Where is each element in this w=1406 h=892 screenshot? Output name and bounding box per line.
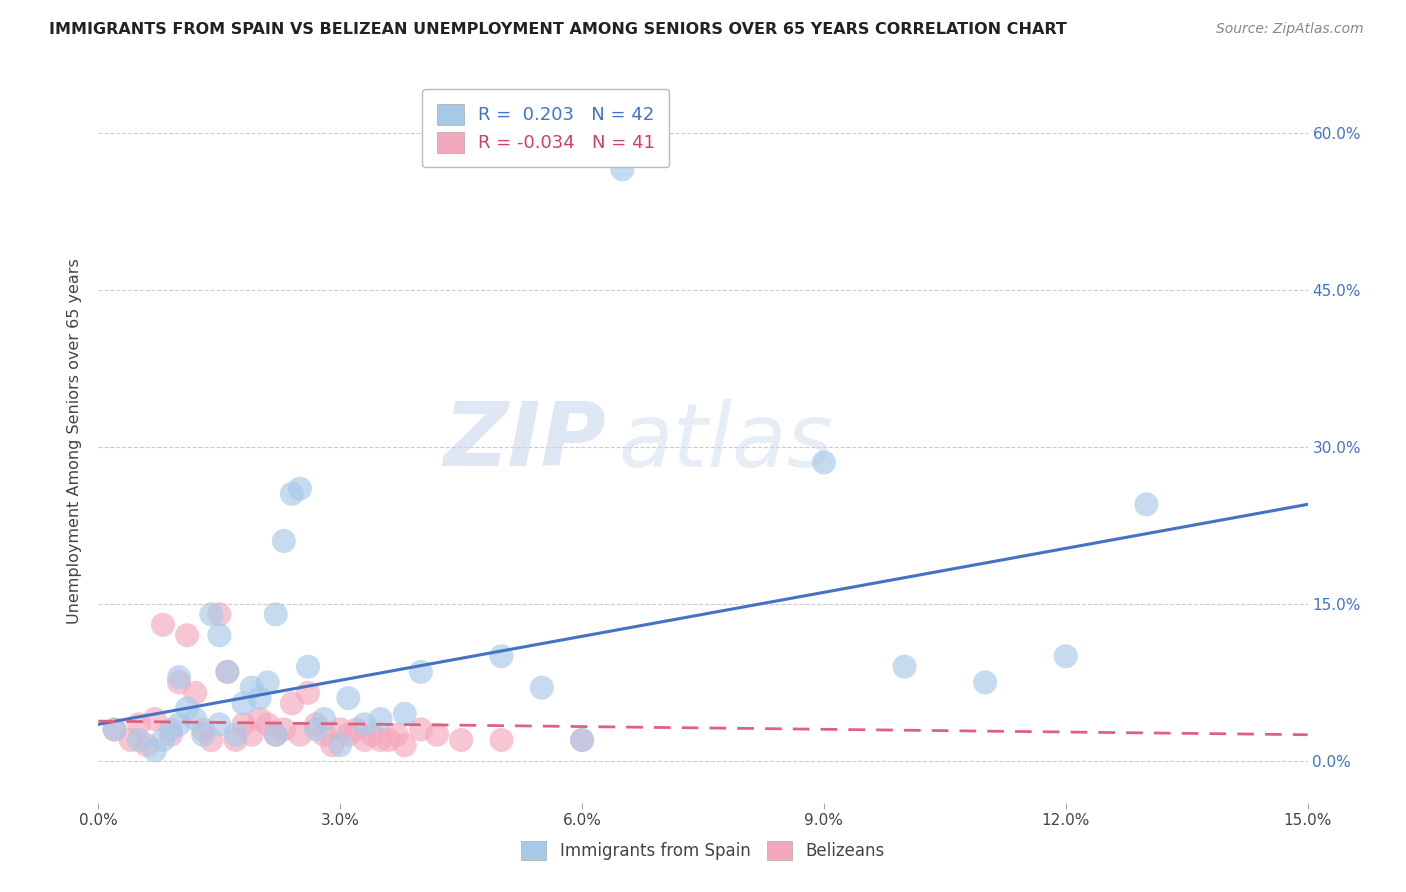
Immigrants from Spain bbox=[193, 728, 215, 742]
Belizeans bbox=[321, 738, 343, 752]
Belizeans bbox=[160, 728, 183, 742]
Immigrants from Spain bbox=[314, 712, 336, 726]
Belizeans bbox=[256, 717, 278, 731]
Belizeans bbox=[200, 733, 222, 747]
Belizeans bbox=[337, 728, 360, 742]
Text: IMMIGRANTS FROM SPAIN VS BELIZEAN UNEMPLOYMENT AMONG SENIORS OVER 65 YEARS CORRE: IMMIGRANTS FROM SPAIN VS BELIZEAN UNEMPL… bbox=[49, 22, 1067, 37]
Immigrants from Spain bbox=[281, 487, 304, 501]
Immigrants from Spain bbox=[208, 717, 231, 731]
Belizeans bbox=[232, 717, 254, 731]
Belizeans bbox=[193, 723, 215, 737]
Immigrants from Spain bbox=[297, 659, 319, 673]
Immigrants from Spain bbox=[612, 162, 634, 177]
Belizeans bbox=[353, 733, 375, 747]
Immigrants from Spain bbox=[571, 733, 593, 747]
Belizeans bbox=[288, 728, 311, 742]
Belizeans bbox=[297, 686, 319, 700]
Belizeans bbox=[450, 733, 472, 747]
Immigrants from Spain bbox=[160, 723, 183, 737]
Belizeans bbox=[377, 733, 399, 747]
Immigrants from Spain bbox=[329, 738, 352, 752]
Immigrants from Spain bbox=[409, 665, 432, 679]
Y-axis label: Unemployment Among Seniors over 65 years: Unemployment Among Seniors over 65 years bbox=[67, 259, 83, 624]
Immigrants from Spain bbox=[167, 670, 190, 684]
Belizeans bbox=[370, 733, 392, 747]
Belizeans bbox=[184, 686, 207, 700]
Belizeans bbox=[385, 728, 408, 742]
Immigrants from Spain bbox=[264, 728, 287, 742]
Belizeans bbox=[224, 733, 246, 747]
Immigrants from Spain bbox=[249, 691, 271, 706]
Text: atlas: atlas bbox=[619, 399, 834, 484]
Belizeans bbox=[103, 723, 125, 737]
Immigrants from Spain bbox=[394, 706, 416, 721]
Immigrants from Spain bbox=[184, 712, 207, 726]
Belizeans bbox=[571, 733, 593, 747]
Immigrants from Spain bbox=[305, 723, 328, 737]
Immigrants from Spain bbox=[370, 712, 392, 726]
Text: Source: ZipAtlas.com: Source: ZipAtlas.com bbox=[1216, 22, 1364, 37]
Legend: Immigrants from Spain, Belizeans: Immigrants from Spain, Belizeans bbox=[515, 834, 891, 867]
Immigrants from Spain bbox=[530, 681, 553, 695]
Belizeans bbox=[344, 723, 367, 737]
Immigrants from Spain bbox=[256, 675, 278, 690]
Belizeans bbox=[394, 738, 416, 752]
Immigrants from Spain bbox=[208, 628, 231, 642]
Belizeans bbox=[240, 728, 263, 742]
Immigrants from Spain bbox=[1054, 649, 1077, 664]
Belizeans bbox=[249, 712, 271, 726]
Belizeans bbox=[491, 733, 513, 747]
Belizeans bbox=[135, 738, 157, 752]
Belizeans bbox=[167, 675, 190, 690]
Immigrants from Spain bbox=[974, 675, 997, 690]
Immigrants from Spain bbox=[217, 665, 239, 679]
Belizeans bbox=[305, 717, 328, 731]
Immigrants from Spain bbox=[813, 455, 835, 469]
Belizeans bbox=[273, 723, 295, 737]
Immigrants from Spain bbox=[103, 723, 125, 737]
Belizeans bbox=[361, 728, 384, 742]
Belizeans bbox=[409, 723, 432, 737]
Immigrants from Spain bbox=[152, 733, 174, 747]
Belizeans bbox=[426, 728, 449, 742]
Immigrants from Spain bbox=[232, 696, 254, 710]
Immigrants from Spain bbox=[224, 728, 246, 742]
Belizeans bbox=[314, 728, 336, 742]
Immigrants from Spain bbox=[176, 701, 198, 715]
Belizeans bbox=[281, 696, 304, 710]
Immigrants from Spain bbox=[167, 717, 190, 731]
Immigrants from Spain bbox=[337, 691, 360, 706]
Belizeans bbox=[128, 717, 150, 731]
Belizeans bbox=[120, 733, 142, 747]
Immigrants from Spain bbox=[264, 607, 287, 622]
Text: ZIP: ZIP bbox=[443, 398, 606, 485]
Immigrants from Spain bbox=[128, 733, 150, 747]
Immigrants from Spain bbox=[240, 681, 263, 695]
Belizeans bbox=[217, 665, 239, 679]
Belizeans bbox=[143, 712, 166, 726]
Belizeans bbox=[152, 617, 174, 632]
Immigrants from Spain bbox=[143, 743, 166, 757]
Immigrants from Spain bbox=[1135, 497, 1157, 511]
Immigrants from Spain bbox=[491, 649, 513, 664]
Belizeans bbox=[176, 628, 198, 642]
Immigrants from Spain bbox=[893, 659, 915, 673]
Immigrants from Spain bbox=[200, 607, 222, 622]
Immigrants from Spain bbox=[288, 482, 311, 496]
Belizeans bbox=[208, 607, 231, 622]
Belizeans bbox=[264, 728, 287, 742]
Immigrants from Spain bbox=[273, 534, 295, 549]
Immigrants from Spain bbox=[353, 717, 375, 731]
Belizeans bbox=[329, 723, 352, 737]
